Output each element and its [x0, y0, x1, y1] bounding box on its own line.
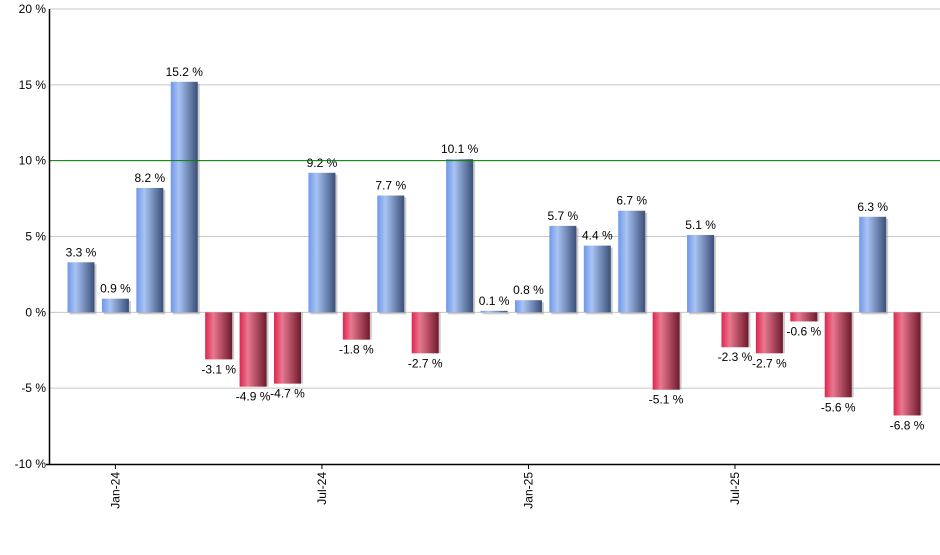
x-tick-label: Jul-24	[315, 472, 329, 505]
bar	[824, 312, 852, 398]
x-tick-label: Jan-25	[521, 472, 535, 509]
data-label: 6.3 %	[857, 200, 888, 214]
bar	[687, 234, 715, 313]
data-label: 15.2 %	[166, 65, 204, 79]
bar	[101, 298, 129, 313]
bar	[342, 312, 370, 340]
data-labels: 3.3 % 0.9 % 8.2 % 15.2 % -3.1 %-4.9 % -4.7 % 9…	[66, 65, 925, 433]
bar	[377, 195, 405, 313]
bar	[790, 312, 818, 322]
y-tick-label: 5 %	[25, 230, 46, 244]
bar	[205, 312, 233, 360]
data-label: -1.8 %	[339, 343, 374, 357]
bar	[583, 245, 611, 313]
bar	[859, 216, 887, 313]
bar	[652, 312, 680, 390]
data-label: -0.6 %	[786, 324, 821, 338]
bar	[274, 312, 302, 384]
bar	[514, 300, 542, 313]
data-label: -2.7 %	[752, 356, 787, 370]
y-tick-label: 20 %	[19, 2, 47, 16]
y-tick-label: 10 %	[19, 154, 47, 168]
data-label: -2.7 %	[408, 356, 443, 370]
bar	[893, 312, 921, 416]
bar	[446, 159, 474, 313]
data-label: -3.1 %	[201, 362, 236, 376]
bar	[411, 312, 439, 354]
data-label: 8.2 %	[134, 171, 165, 185]
bar	[136, 187, 164, 313]
data-label: -4.9 %	[236, 390, 271, 404]
x-tick-label: Jan-24	[108, 472, 122, 509]
data-label: 6.7 %	[616, 194, 647, 208]
bar	[170, 81, 198, 313]
x-tick-label: Jul-25	[728, 472, 742, 505]
data-label: 5.7 %	[548, 209, 579, 223]
data-label: 7.7 %	[375, 179, 406, 193]
bar-shadow	[482, 312, 510, 315]
data-label: 0.8 %	[513, 283, 544, 297]
data-label: 9.2 %	[307, 156, 338, 170]
data-label: 10.1 %	[441, 142, 479, 156]
bar	[549, 225, 577, 313]
bar	[239, 312, 267, 387]
bar	[308, 172, 336, 313]
data-label: -6.8 %	[890, 418, 925, 432]
y-tick-label: 0 %	[25, 305, 46, 319]
data-label: 0.1 %	[479, 294, 510, 308]
data-label: -5.6 %	[821, 400, 856, 414]
bar	[67, 262, 95, 313]
y-tick-label: -5 %	[21, 381, 46, 395]
data-label: -4.7 %	[270, 387, 305, 401]
axes: -10 % -5 % 0 % 5 % 10 % 15 % 20 % Jan-24 Jul-24 J…	[15, 2, 940, 509]
data-label: 3.3 %	[66, 245, 97, 259]
bars	[67, 81, 923, 416]
data-label: -5.1 %	[649, 393, 684, 407]
data-label: 5.1 %	[685, 218, 716, 232]
y-tick-label: -10 %	[15, 457, 47, 471]
bar	[755, 312, 783, 354]
bar	[721, 312, 749, 348]
data-label: 4.4 %	[582, 229, 613, 243]
bar	[618, 210, 646, 313]
data-label: -2.3 %	[718, 350, 753, 364]
bar	[480, 310, 508, 313]
y-tick-label: 15 %	[19, 78, 47, 92]
data-label: 0.9 %	[100, 282, 131, 296]
